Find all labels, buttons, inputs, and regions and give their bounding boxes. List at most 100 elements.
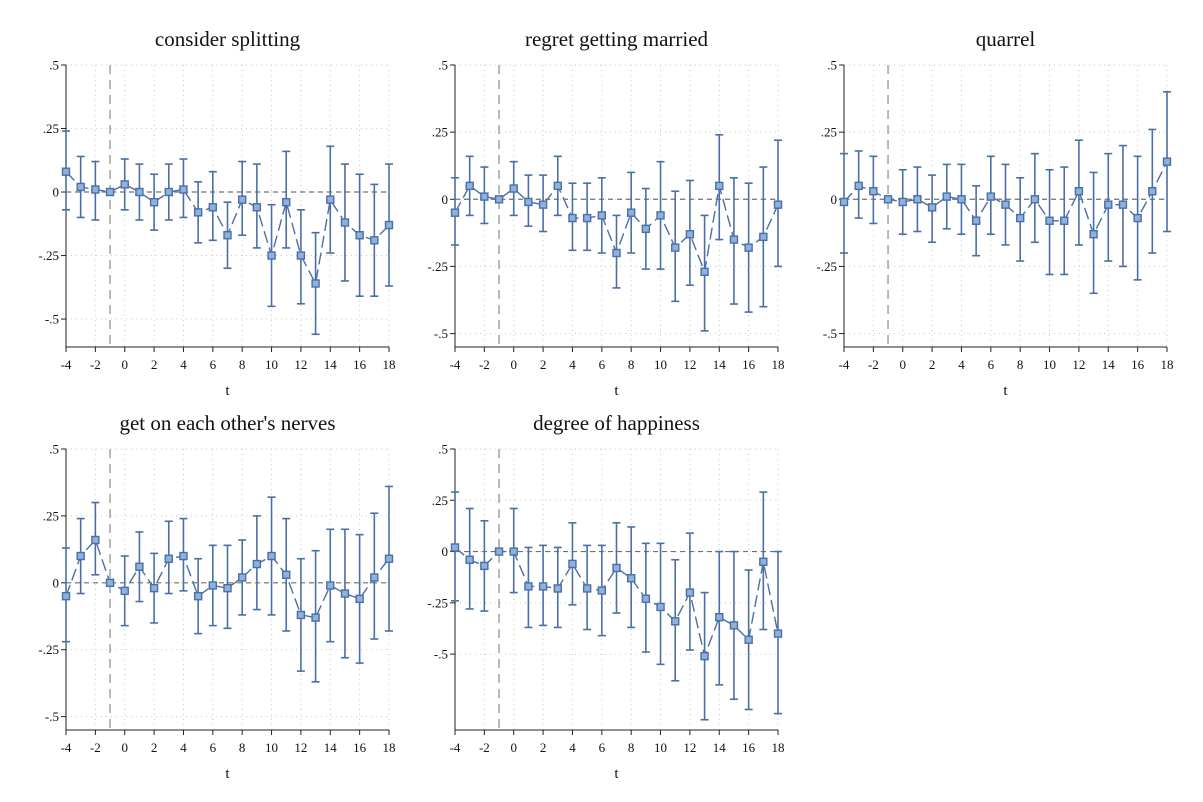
x-tick-label: -4	[450, 357, 461, 372]
x-tick-label: 10	[1043, 357, 1056, 372]
data-point-marker	[149, 583, 159, 593]
x-tick-label: -2	[90, 357, 101, 372]
data-point-marker	[494, 547, 504, 556]
x-tick-label: 16	[353, 740, 367, 755]
data-point-marker	[91, 535, 100, 545]
data-point-marker	[759, 232, 768, 242]
x-tick-label: 8	[628, 357, 635, 372]
chart-panel-2: .5 .25 0 -.25 -.5 -4 -2 0 2 4 6 8 10 12 14 16 18 regret g…	[427, 27, 784, 399]
data-point-marker	[355, 231, 364, 240]
data-point-marker	[685, 588, 695, 597]
data-point-marker	[524, 582, 533, 591]
x-tick-label: 4	[180, 740, 187, 755]
y-tick-label: -.5	[45, 709, 59, 724]
chart-panel-3: .5 .25 0 -.25 -.5 -4 -2 0 2 4 6 8 10 12 14 16 18 quarrel t	[816, 27, 1173, 399]
data-point-marker	[971, 216, 981, 225]
data-point-marker	[282, 570, 291, 579]
data-point-marker	[612, 248, 621, 258]
series-connector-line	[65, 538, 390, 619]
y-tick-label: -.25	[38, 248, 59, 263]
data-point-marker	[384, 554, 394, 563]
data-point-marker	[340, 589, 350, 598]
data-point-marker	[942, 192, 951, 201]
y-tick-label: -.5	[45, 312, 59, 327]
data-point-marker	[1104, 200, 1113, 209]
panel-title: regret getting married	[525, 27, 709, 51]
x-tick-label: -2	[479, 357, 490, 372]
y-tick-label: .5	[49, 442, 59, 457]
data-point-marker	[641, 224, 651, 234]
x-tick-label: -4	[61, 740, 72, 755]
data-point-marker	[296, 251, 306, 260]
data-point-marker	[656, 211, 665, 220]
data-point-marker	[326, 581, 335, 590]
data-point-marker	[208, 581, 218, 590]
x-tick-label: -4	[450, 740, 461, 755]
data-point-marker	[1015, 213, 1025, 223]
data-point-marker	[913, 195, 922, 204]
x-tick-label: -4	[839, 357, 850, 372]
y-tick-label: 0	[831, 192, 838, 207]
data-point-marker	[729, 621, 739, 630]
x-tick-label: 10	[265, 357, 278, 372]
x-tick-label: 2	[540, 357, 547, 372]
data-point-marker	[61, 167, 71, 176]
data-point-marker	[744, 243, 753, 252]
data-point-marker	[296, 610, 306, 620]
y-tick-label: .25	[821, 125, 837, 140]
x-tick-label: 18	[383, 740, 396, 755]
data-point-marker	[61, 591, 71, 601]
data-point-marker	[311, 613, 320, 622]
y-tick-label: .5	[438, 442, 448, 457]
data-point-marker	[223, 583, 232, 593]
x-axis-title: t	[614, 383, 619, 399]
data-point-marker	[164, 554, 173, 563]
data-point-marker	[839, 197, 849, 207]
x-tick-label: 18	[772, 357, 785, 372]
data-point-marker	[237, 195, 247, 204]
y-tick-label: -.25	[38, 642, 59, 657]
data-point-marker	[480, 561, 489, 571]
data-point-marker	[120, 586, 129, 596]
y-tick-label: .25	[43, 121, 59, 136]
x-tick-label: -4	[61, 357, 72, 372]
x-tick-label: 18	[383, 357, 396, 372]
x-tick-label: 18	[1161, 357, 1174, 372]
data-point-marker	[282, 197, 291, 207]
x-tick-label: 16	[1131, 357, 1145, 372]
data-point-marker	[671, 617, 680, 626]
y-tick-label: -.25	[427, 259, 448, 274]
data-point-marker	[193, 208, 203, 217]
x-tick-label: 4	[958, 357, 965, 372]
data-point-marker	[553, 181, 562, 191]
data-point-marker	[509, 184, 518, 193]
y-tick-label: -.25	[816, 259, 837, 274]
y-tick-label: 0	[442, 544, 449, 559]
data-point-marker	[105, 578, 115, 588]
chart-panel-4: .5 .25 0 -.25 -.5 -4 -2 0 2 4 6 8 10 12 14 16 18 get on e…	[38, 411, 395, 782]
y-tick-label: -.5	[434, 326, 448, 341]
y-tick-label: 0	[442, 192, 449, 207]
x-tick-label: 12	[294, 357, 307, 372]
x-tick-label: 8	[239, 740, 246, 755]
data-point-marker	[267, 551, 276, 561]
data-point-marker	[700, 267, 709, 276]
data-point-marker	[1133, 213, 1142, 223]
x-tick-label: 10	[654, 357, 667, 372]
data-point-marker	[671, 243, 680, 252]
chart-panel-5: .5 .25 0 -.25 -.5 -4 -2 0 2 4 6 8 10 12 14 16 18 degree o…	[427, 411, 784, 782]
x-tick-label: 14	[713, 740, 727, 755]
data-point-marker	[252, 203, 262, 212]
x-tick-label: 6	[210, 740, 217, 755]
x-tick-label: 16	[353, 357, 367, 372]
data-point-marker	[149, 197, 159, 207]
data-point-marker	[1089, 229, 1098, 239]
data-point-marker	[729, 235, 739, 244]
data-point-marker	[538, 582, 548, 591]
data-point-marker	[773, 629, 783, 638]
x-tick-label: -2	[479, 740, 490, 755]
data-point-marker	[986, 192, 996, 201]
data-point-marker	[854, 181, 863, 191]
x-tick-label: 16	[742, 740, 756, 755]
data-point-marker	[715, 181, 724, 191]
